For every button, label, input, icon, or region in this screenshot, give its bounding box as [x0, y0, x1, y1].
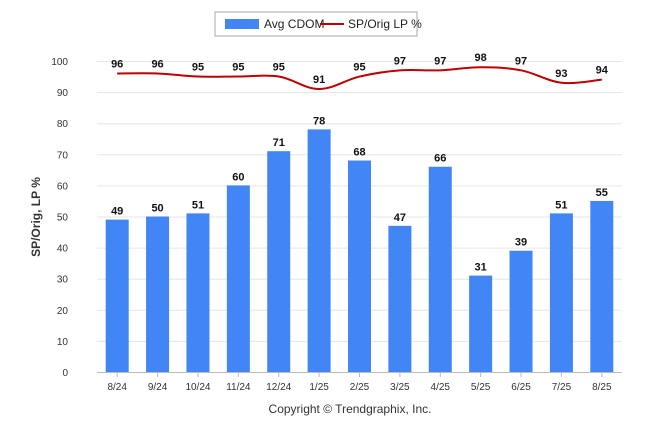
y-tick-label: 10: [57, 337, 69, 348]
line-value-label: 95: [353, 62, 365, 74]
bar-value-label: 51: [555, 199, 567, 211]
bar: [105, 219, 129, 372]
y-axis-ticks: 0 10 20 30 40 50 60 70 80 90 100: [51, 57, 68, 379]
line-value-label: 96: [151, 58, 163, 70]
bar-value-label: 60: [232, 171, 244, 183]
x-tick-label: 2/25: [350, 382, 370, 393]
x-tick-label: 9/24: [148, 382, 168, 393]
y-tick-label: 0: [62, 368, 68, 379]
y-tick-label: 100: [51, 57, 68, 68]
line-value-label: 98: [475, 52, 487, 64]
line-value-labels: 96 96 95 95 95 91 95 97 97 98 97 93 94: [111, 52, 609, 86]
bar-value-label: 31: [475, 262, 487, 274]
line-value-label: 95: [192, 62, 204, 74]
x-tick-label: 7/25: [552, 382, 572, 393]
y-tick-label: 30: [57, 275, 69, 286]
bar: [186, 213, 210, 372]
line-value-label: 97: [515, 55, 527, 67]
series-line: [117, 66, 602, 90]
bar-value-labels: 49 50 51 60 71 78 68 47 66 31 39 51 55: [111, 115, 608, 273]
bar-value-label: 51: [192, 199, 204, 211]
bar-value-label: 49: [111, 206, 123, 218]
bar: [348, 160, 371, 372]
y-tick-label: 90: [57, 88, 69, 99]
x-tick-label: 1/25: [309, 382, 329, 393]
x-tick-label: 8/24: [107, 382, 127, 393]
legend-swatch-bar: [225, 19, 259, 29]
bar-value-label: 55: [596, 187, 608, 199]
bar-value-label: 66: [434, 153, 446, 165]
line-value-label: 95: [232, 62, 244, 74]
legend: Avg CDOM SP/Orig LP %: [214, 11, 422, 37]
x-tick-label: 12/24: [266, 382, 291, 393]
x-tick-label: 3/25: [390, 382, 410, 393]
bar-value-label: 71: [273, 137, 285, 149]
bar: [146, 216, 170, 372]
bar: [549, 213, 573, 372]
bar: [307, 129, 331, 372]
bar: [428, 166, 452, 372]
bar-series: [105, 129, 614, 372]
x-tick-label: 6/25: [511, 382, 531, 393]
x-tick-label: 11/24: [226, 382, 251, 393]
line-value-label: 93: [555, 68, 567, 80]
bar-value-label: 78: [313, 115, 325, 127]
y-tick-label: 20: [57, 306, 69, 317]
x-tick-label: 4/25: [431, 382, 451, 393]
copyright-footer: Copyright © Trendgraphix, Inc.: [269, 402, 432, 416]
y-tick-label: 80: [57, 119, 69, 130]
x-tick-label: 5/25: [471, 382, 491, 393]
bar-value-label: 47: [394, 212, 406, 224]
bar: [226, 185, 250, 372]
bar-value-label: 39: [515, 237, 527, 249]
bar: [469, 275, 493, 372]
x-axis-ticks: 8/24 9/24 10/24 11/24 12/24 1/25 2/25 3/25 4/25 5…: [107, 372, 612, 393]
line-value-label: 95: [273, 62, 285, 74]
y-tick-label: 50: [57, 213, 69, 224]
legend-label-bar: Avg CDOM: [264, 17, 324, 31]
bar: [267, 151, 291, 372]
line-value-label: 96: [111, 58, 123, 70]
line-series: [117, 66, 602, 90]
line-value-label: 91: [313, 74, 325, 86]
y-tick-label: 40: [57, 244, 69, 255]
x-tick-label: 10/24: [185, 382, 210, 393]
x-tick-label: 8/25: [592, 382, 612, 393]
y-axis-label: SP/Orig, LP %: [29, 177, 43, 257]
y-tick-label: 70: [57, 150, 69, 161]
bar-value-label: 50: [151, 203, 163, 215]
y-tick-label: 60: [57, 181, 69, 192]
line-value-label: 94: [596, 65, 609, 77]
bar: [388, 225, 412, 372]
bar: [590, 200, 614, 372]
bar: [509, 250, 533, 372]
legend-label-line: SP/Orig LP %: [348, 17, 422, 31]
line-value-label: 97: [434, 55, 446, 67]
bar-value-label: 68: [353, 147, 365, 159]
line-value-label: 97: [394, 55, 406, 67]
